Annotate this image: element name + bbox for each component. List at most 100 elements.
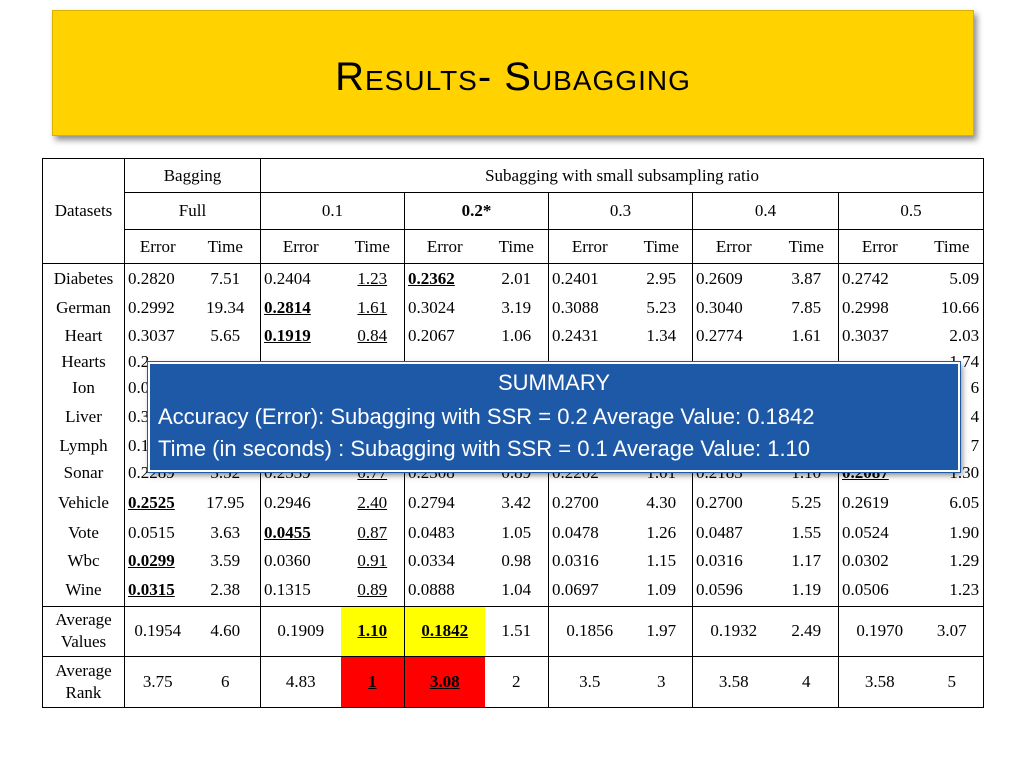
average-values-cell: 1.51 xyxy=(484,605,550,658)
time-cell: 3.59 xyxy=(190,547,262,574)
average-rank-cell: 3.58 xyxy=(838,656,921,708)
cell-value: 6 xyxy=(970,378,980,398)
time-cell: 1.04 xyxy=(484,573,550,607)
cell-value: 0.1919 xyxy=(264,325,311,345)
header-row-2: Full 0.1 0.2* 0.3 0.4 0.5 xyxy=(43,192,985,230)
cell-value: 0.1856 xyxy=(566,621,614,641)
cell-value: 0.84 xyxy=(357,325,388,345)
average-values-cell: 0.1932 xyxy=(692,605,775,658)
cell-value: 3.19 xyxy=(501,298,532,318)
cell-value: 0.87 xyxy=(357,523,388,543)
time-cell: 1.19 xyxy=(774,573,840,607)
average-rank-cell: 3 xyxy=(630,656,694,708)
ratio-header: 0.1 xyxy=(260,192,406,230)
time-cell: 5.65 xyxy=(190,322,262,349)
results-table: Datasets Bagging Subagging with small subs… xyxy=(42,157,985,708)
cell-value: 5.23 xyxy=(646,298,677,318)
dataset-name: Wbc xyxy=(42,547,125,574)
cell-value: 5.09 xyxy=(949,269,980,289)
error-column-header: Error xyxy=(715,236,752,256)
cell-value: 0.0697 xyxy=(552,579,599,599)
error-cell: 0.0596 xyxy=(692,573,775,607)
average-values-cell: 0.1970 xyxy=(838,605,921,658)
average-rank-cell: 3.08 xyxy=(404,656,485,708)
average-values-cell: 1.10 xyxy=(340,605,406,658)
time-cell: 2.38 xyxy=(190,573,262,607)
time-cell: 0.84 xyxy=(340,322,406,349)
time-cell: 1.06 xyxy=(484,322,550,349)
dataset-name: Hearts xyxy=(42,348,125,376)
average-rank-cell: 6 xyxy=(190,656,262,708)
cell-value: 0.2820 xyxy=(128,269,175,289)
average-values-cell: 1.97 xyxy=(630,605,694,658)
error-cell: 0.1 xyxy=(125,432,191,460)
error-column-header: Error xyxy=(861,236,898,256)
cell-value: 0.2 xyxy=(128,352,150,372)
table-row: Diabetes 0.2820 7.51 0.2404 1.23 0.2362 2.01 0.… xyxy=(42,263,985,295)
error-cell: 0.2525 xyxy=(125,487,191,519)
time-cell: 2.40 xyxy=(340,486,406,520)
cell-value: 0.0524 xyxy=(842,523,889,543)
cell-value: 19.34 xyxy=(206,298,245,318)
time-cell: 1.15 xyxy=(630,547,694,574)
cell-value: 1.23 xyxy=(949,579,980,599)
time-cell: 7.85 xyxy=(774,294,840,323)
cell-value: 1.23 xyxy=(357,269,388,289)
error-column-header: Error xyxy=(282,236,319,256)
dataset-name: Liver xyxy=(42,401,125,432)
average-values-row: Average Values 0.1954 4.60 0.1909 1.10 0.1842 1… xyxy=(42,605,985,658)
average-values-label-line1: Average xyxy=(55,610,112,630)
average-rank-label-line2: Rank xyxy=(65,683,102,703)
error-cell: 0.3037 xyxy=(125,323,191,349)
average-rank-cell: 3.58 xyxy=(692,656,775,708)
cell-value: 6 xyxy=(221,672,230,692)
cell-value: 2.03 xyxy=(949,325,980,345)
time-cell: 2.95 xyxy=(630,263,694,295)
error-cell: 0.2992 xyxy=(125,294,191,322)
cell-value: 0.0483 xyxy=(408,523,455,543)
time-column-header: Time xyxy=(774,229,840,264)
error-cell: 0.2742 xyxy=(838,263,921,295)
cell-value: 2.95 xyxy=(646,269,677,289)
time-cell: 1.90 xyxy=(920,519,985,548)
cell-value: 0.0478 xyxy=(552,523,599,543)
error-cell: 0.1315 xyxy=(260,573,341,607)
cell-value: 0.2362 xyxy=(408,269,455,289)
cell-value: 0.0360 xyxy=(264,550,311,570)
cell-value: 0.0888 xyxy=(408,579,455,599)
cell-value: 0.2609 xyxy=(696,269,743,289)
cell-value: 0.2794 xyxy=(408,492,455,512)
dataset-name: Ion xyxy=(42,375,125,402)
average-rank-cell: 2 xyxy=(484,656,550,708)
ratio-header: 0.5 xyxy=(838,192,985,230)
title-banner: Results- Subagging xyxy=(52,10,974,136)
ratio-header: 0.3 xyxy=(548,192,694,230)
time-column-header: Time xyxy=(190,229,262,264)
cell-value: 0.2992 xyxy=(128,298,175,318)
cell-value: 0.2401 xyxy=(552,269,599,289)
cell-value: 0.89 xyxy=(357,579,388,599)
cell-value: 1.26 xyxy=(646,523,677,543)
cell-value: 4.30 xyxy=(646,492,677,512)
dataset-name: Heart xyxy=(42,322,125,349)
cell-value: 3.59 xyxy=(210,550,241,570)
error-cell: 0.2814 xyxy=(261,294,341,322)
error-cell: 0.0487 xyxy=(693,519,775,547)
cell-value: 0.2404 xyxy=(264,269,311,289)
cell-value: 0.2742 xyxy=(842,269,889,289)
cell-value: 0.1315 xyxy=(264,579,311,599)
average-values-cell: 0.1842 xyxy=(404,605,485,658)
bagging-header: Bagging xyxy=(124,157,262,194)
table-row: Vehicle 0.2525 17.95 0.2946 2.40 0.2794 3.42 0.… xyxy=(42,486,985,520)
cell-value: 0.3040 xyxy=(696,298,743,318)
cell-value: 0.0315 xyxy=(128,579,175,599)
error-cell: 0.2998 xyxy=(839,294,921,322)
dataset-name: Vehicle xyxy=(42,486,125,520)
time-column-header: Time xyxy=(920,229,985,264)
cell-value: 0.2067 xyxy=(408,325,455,345)
average-values-cell: 0.1954 xyxy=(124,605,191,658)
dataset-name: German xyxy=(42,294,125,323)
error-cell: 0.2619 xyxy=(839,487,921,519)
time-cell: 1.61 xyxy=(774,322,840,349)
cell-value: 0.3 xyxy=(128,406,150,426)
